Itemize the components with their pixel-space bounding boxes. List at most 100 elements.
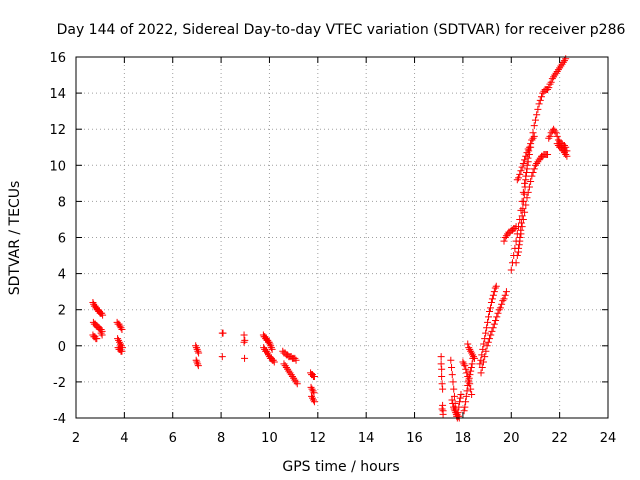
data-point <box>513 252 521 260</box>
data-point <box>563 147 571 155</box>
data-point <box>309 396 317 404</box>
data-point <box>525 147 533 155</box>
data-point <box>468 391 476 399</box>
data-point <box>552 129 560 137</box>
data-points <box>89 55 571 422</box>
data-point <box>260 344 268 352</box>
data-point <box>562 55 570 63</box>
data-point <box>530 122 538 130</box>
y-tick-label: 10 <box>49 159 66 174</box>
data-point <box>462 398 470 406</box>
data-point <box>494 309 502 317</box>
data-point <box>483 324 491 332</box>
data-point <box>495 306 503 314</box>
data-point <box>307 383 315 391</box>
y-tick-label: 6 <box>58 232 66 247</box>
data-point <box>463 387 471 395</box>
grid <box>76 57 608 418</box>
x-tick-label: 14 <box>358 431 375 446</box>
data-point <box>554 66 562 74</box>
data-point <box>118 326 126 334</box>
data-point <box>499 297 507 305</box>
data-point <box>478 351 486 359</box>
data-point <box>513 176 521 184</box>
data-point <box>516 170 524 178</box>
data-point <box>291 354 299 362</box>
chart-title: Day 144 of 2022, Sidereal Day-to-day VTE… <box>57 22 626 38</box>
data-point <box>521 208 529 216</box>
data-point <box>483 342 491 350</box>
data-point <box>524 188 532 196</box>
data-point <box>502 288 510 296</box>
data-point <box>484 318 492 326</box>
x-tick-label: 10 <box>261 431 278 446</box>
data-point <box>450 392 458 400</box>
data-point <box>487 331 495 339</box>
x-tick-label: 22 <box>551 431 568 446</box>
data-point <box>240 338 248 346</box>
data-point <box>529 169 537 177</box>
data-point <box>524 154 532 162</box>
data-point <box>284 365 292 373</box>
x-tick-label: 16 <box>406 431 423 446</box>
data-point <box>523 149 531 157</box>
data-point <box>560 57 568 65</box>
data-point <box>476 360 484 368</box>
data-point <box>480 340 488 348</box>
data-point <box>116 338 124 346</box>
data-point <box>464 340 472 348</box>
x-tick-label: 6 <box>169 431 177 446</box>
data-point <box>449 378 457 386</box>
data-point <box>507 266 515 274</box>
data-point <box>439 410 447 418</box>
data-point <box>447 356 455 364</box>
data-point <box>531 116 539 124</box>
data-point <box>534 105 542 113</box>
data-point <box>285 367 293 375</box>
data-point <box>523 161 531 169</box>
data-point <box>479 345 487 353</box>
data-point <box>456 394 464 402</box>
data-point <box>438 372 446 380</box>
data-point <box>308 385 316 393</box>
data-point <box>98 309 106 317</box>
data-point <box>194 362 202 370</box>
data-point <box>482 329 490 337</box>
data-point <box>262 335 270 343</box>
data-point <box>558 60 566 68</box>
data-point <box>553 67 561 75</box>
data-point <box>269 356 277 364</box>
data-point <box>478 363 486 371</box>
data-point <box>482 347 490 355</box>
data-point <box>530 165 538 173</box>
data-point <box>461 403 469 411</box>
data-point <box>515 241 523 249</box>
data-point <box>488 295 496 303</box>
data-point <box>89 298 97 306</box>
y-tick-label: 14 <box>49 87 66 102</box>
data-point <box>310 372 318 380</box>
data-point <box>457 391 465 399</box>
data-point <box>470 353 478 361</box>
data-point <box>309 387 317 395</box>
data-point <box>519 215 527 223</box>
data-point <box>455 412 463 420</box>
data-point <box>551 71 559 79</box>
data-point <box>261 333 269 341</box>
data-point <box>468 349 476 357</box>
data-point <box>286 369 294 377</box>
data-point <box>116 322 124 330</box>
data-point <box>288 372 296 380</box>
data-point <box>268 345 276 353</box>
data-point <box>192 356 200 364</box>
data-point <box>550 125 558 133</box>
data-point <box>118 347 126 355</box>
data-point <box>266 340 274 348</box>
x-axis-label: GPS time / hours <box>282 459 399 475</box>
y-tick-label: 0 <box>58 340 66 355</box>
data-point <box>488 327 496 335</box>
data-point <box>530 132 538 140</box>
x-tick-label: 18 <box>455 431 472 446</box>
data-point <box>520 190 528 198</box>
